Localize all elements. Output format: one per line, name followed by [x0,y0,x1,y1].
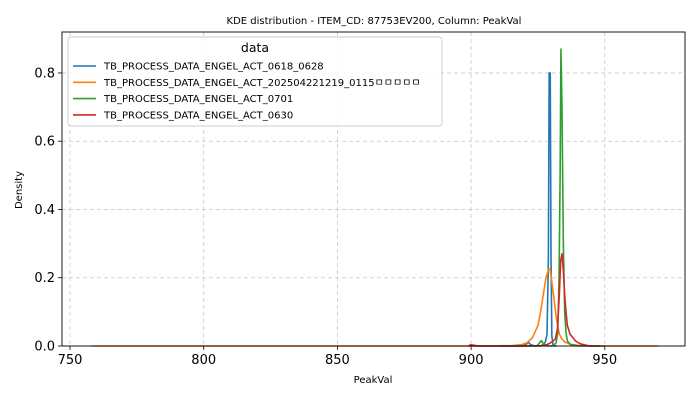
legend-items: TB_PROCESS_DATA_ENGEL_ACT_0618_0628 TB_PR… [73,62,421,121]
x-tick-label: 800 [191,353,216,368]
legend-label-1: TB_PROCESS_DATA_ENGEL_ACT_202504221219_0… [103,78,421,89]
plot-frame [61,31,686,347]
x-axis: 750 800 850 900 950 [58,346,617,368]
y-tick-label: 0.2 [34,271,55,286]
y-tick-label: 0.0 [34,340,55,355]
y-tick-label: 0.8 [34,66,55,81]
legend: data TB_PROCESS_DATA_ENGEL_ACT_0618_0628… [67,36,443,127]
y-axis-label: Density [14,171,25,209]
y-axis: 0.0 0.2 0.4 0.6 0.8 [34,66,62,355]
series-line-1 [91,268,659,347]
legend-box [67,36,443,127]
legend-label-3: TB_PROCESS_DATA_ENGEL_ACT_0630 [103,110,293,121]
x-tick-label: 750 [58,353,83,368]
y-tick-label: 0.6 [34,135,55,150]
x-tick-label: 900 [459,353,484,368]
series-line-3 [468,253,600,347]
series-layer [91,48,659,347]
y-tick-label: 0.4 [34,203,55,218]
x-tick-label: 850 [325,353,350,368]
x-axis-label: PeakVal [354,375,393,386]
chart-title: KDE distribution - ITEM_CD: 87753EV200, … [227,16,522,27]
legend-label-0: TB_PROCESS_DATA_ENGEL_ACT_0618_0628 [103,62,324,73]
series-line-2 [497,48,605,347]
legend-title: data [241,40,269,55]
x-tick-label: 950 [592,353,617,368]
legend-label-2: TB_PROCESS_DATA_ENGEL_ACT_0701 [103,94,293,105]
